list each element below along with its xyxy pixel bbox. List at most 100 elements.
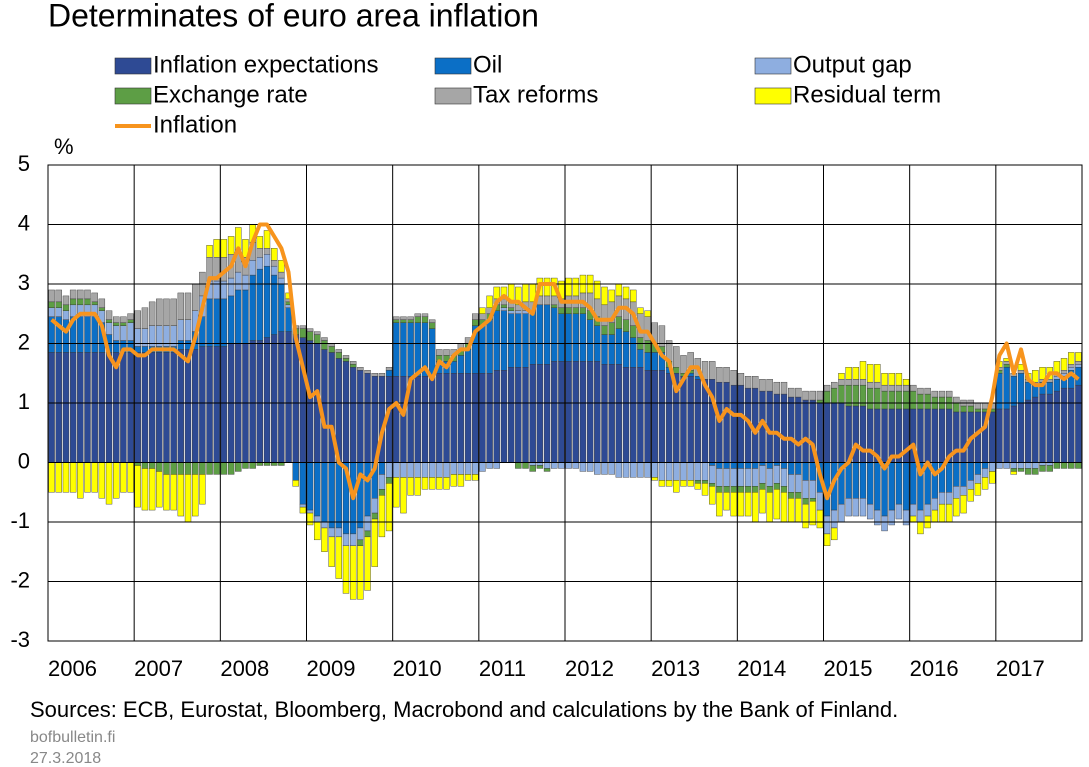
bar [594, 361, 601, 463]
bar [644, 462, 651, 478]
bar [450, 373, 457, 463]
bar [572, 277, 579, 297]
bar [716, 468, 723, 487]
bar [601, 364, 608, 463]
bar [220, 346, 228, 463]
bar [299, 506, 307, 514]
bar [622, 462, 630, 478]
bar [515, 313, 522, 368]
bar [184, 462, 192, 475]
bar [637, 307, 644, 314]
bar [938, 408, 946, 463]
bar [802, 462, 809, 481]
bar [780, 393, 788, 463]
bar [113, 325, 120, 341]
bar [1017, 373, 1025, 404]
bar [472, 474, 479, 481]
bar [428, 319, 436, 323]
bar [716, 462, 723, 469]
bar [249, 260, 256, 276]
bar [651, 370, 658, 463]
bar [127, 319, 134, 323]
y-tick-label: -3 [10, 627, 30, 652]
bar [443, 373, 450, 463]
bar [701, 462, 709, 481]
legend-label: Tax reforms [473, 81, 598, 108]
bar [213, 239, 220, 258]
bar [270, 265, 278, 276]
bar [766, 462, 773, 469]
bar [1075, 364, 1082, 368]
bar [192, 474, 199, 517]
bar [479, 307, 486, 314]
bar [1068, 462, 1075, 469]
bar [737, 486, 745, 493]
bar [120, 352, 127, 463]
bar [579, 307, 587, 314]
bar [974, 474, 982, 484]
bar [673, 480, 680, 493]
bar [69, 462, 77, 493]
bar [335, 536, 343, 579]
bar [249, 462, 256, 469]
bar [77, 352, 84, 463]
legend-label: Exchange rate [153, 81, 308, 108]
legend-swatch [114, 87, 152, 105]
legend-label: Inflation expectations [153, 51, 378, 78]
x-tick-label: 2009 [307, 656, 356, 681]
bar [385, 462, 393, 478]
bar [594, 462, 601, 475]
bar [615, 328, 623, 365]
bar [249, 274, 256, 341]
bar [428, 376, 436, 463]
bar [852, 367, 860, 380]
bar [450, 474, 457, 487]
bar [551, 304, 558, 309]
bar [235, 462, 242, 472]
bar [1053, 390, 1061, 463]
bar [902, 462, 910, 511]
bar [321, 340, 328, 350]
bar [551, 361, 558, 463]
bar [565, 361, 572, 463]
bar [256, 248, 264, 258]
bar [349, 545, 357, 600]
bar [1053, 379, 1061, 392]
bar [306, 509, 314, 514]
bar [874, 381, 881, 389]
bar [845, 498, 852, 517]
bar [500, 310, 508, 371]
bar [55, 307, 62, 317]
bar [1032, 468, 1039, 475]
bar [938, 503, 946, 523]
bar [184, 292, 192, 320]
x-tick-label: 2017 [996, 656, 1045, 681]
bar [98, 462, 106, 499]
bar [314, 331, 321, 335]
bar [414, 462, 421, 478]
bar [270, 334, 278, 463]
bar [1046, 393, 1053, 463]
x-tick-label: 2010 [393, 656, 442, 681]
bar [148, 462, 156, 469]
bar [1060, 462, 1068, 469]
bar [299, 325, 307, 329]
bar [357, 367, 364, 371]
bar [565, 277, 572, 297]
bar [321, 521, 328, 529]
bar [1010, 462, 1017, 469]
bar [364, 462, 371, 517]
bar [414, 477, 421, 496]
bar [773, 393, 781, 463]
bar [536, 364, 544, 463]
bar [242, 274, 249, 291]
bar [436, 373, 443, 463]
legend-swatch [114, 57, 152, 75]
bar [292, 480, 299, 487]
bar [823, 402, 831, 463]
bar [644, 370, 651, 463]
bar [163, 462, 170, 475]
bar [874, 364, 881, 383]
bar [709, 483, 716, 487]
bar [464, 462, 472, 475]
